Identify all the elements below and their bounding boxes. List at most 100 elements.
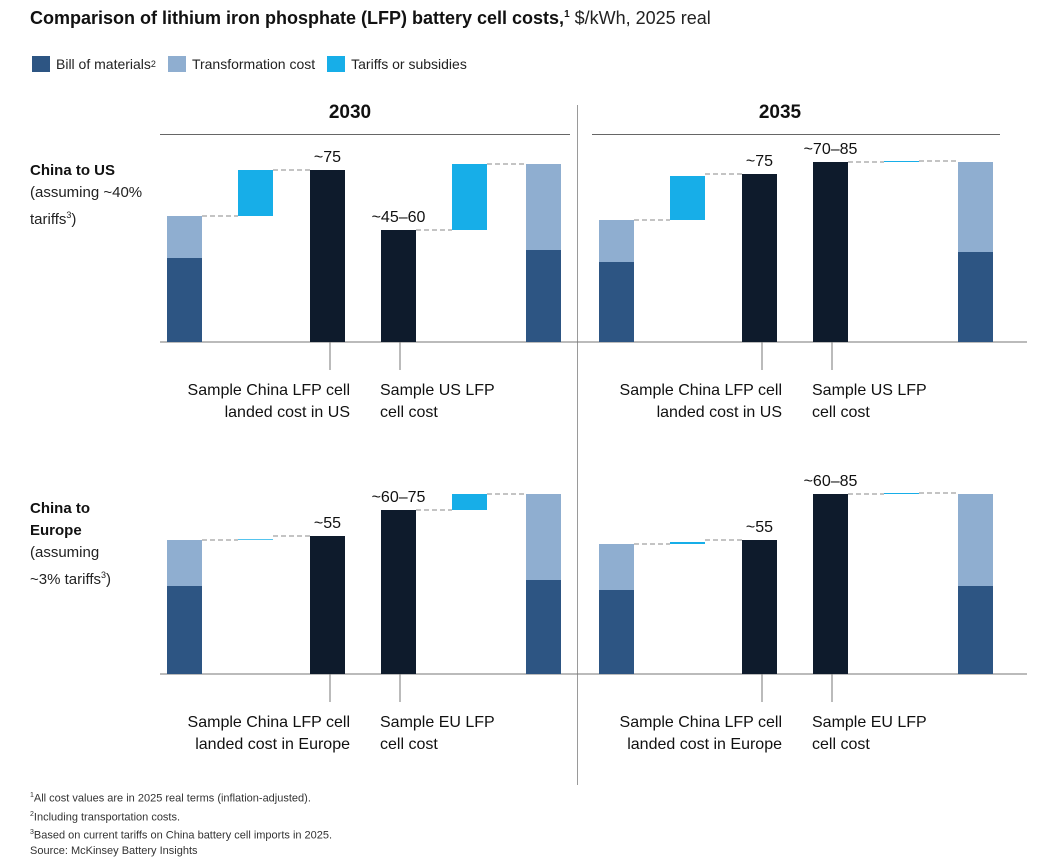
source-note: Source: McKinsey Battery Insights bbox=[30, 844, 198, 857]
bar-china-bom bbox=[167, 258, 202, 342]
footnote-2: 2Including transportation costs. bbox=[30, 810, 181, 824]
category-label-line: Sample China LFP cell bbox=[619, 714, 782, 731]
bar-local-tariff bbox=[452, 164, 487, 230]
legend-item-bom: Bill of materials 2 bbox=[32, 56, 156, 72]
row-note-sup-us: 3 bbox=[66, 210, 72, 220]
category-label-local: Sample EU LFP cell cost bbox=[380, 712, 580, 756]
panel-2035-europe: ~55 ~60–85 Sample China LFP cell landed co… bbox=[592, 473, 1032, 756]
footnotes: 1All cost values are in 2025 real terms … bbox=[30, 788, 332, 859]
category-label-line: landed cost in US bbox=[224, 404, 350, 421]
chart-title: Comparison of lithium iron phosphate (LF… bbox=[30, 8, 711, 29]
row-heading-europe: China to Europe bbox=[30, 500, 90, 539]
bar-local-tariff bbox=[452, 494, 487, 510]
legend-swatch-tariffs bbox=[327, 56, 346, 72]
bar-china-total bbox=[310, 170, 345, 342]
legend-label-tariffs: Tariffs or subsidies bbox=[351, 56, 467, 72]
legend-item-tariffs: Tariffs or subsidies bbox=[327, 56, 467, 72]
category-label-local: Sample US LFP cell cost bbox=[812, 380, 1012, 424]
waterfall-chart-2030-europe: ~55 ~60–75 bbox=[160, 489, 595, 702]
row-note-us: (assuming ~40% tariffs bbox=[30, 184, 143, 228]
label-local-start: ~70–85 bbox=[804, 141, 858, 158]
bar-china-total bbox=[742, 174, 777, 342]
panel-2035-us: ~75 ~70–85 Sample China LFP cell landed co… bbox=[592, 141, 1032, 424]
footnote-3: 3Based on current tariffs on China batte… bbox=[30, 829, 333, 842]
row-heading-us: China to US bbox=[30, 162, 115, 179]
bar-china-tariff bbox=[670, 542, 705, 544]
category-label-china: Sample China LFP cell landed cost in Euro… bbox=[592, 712, 782, 756]
bar-china-bom bbox=[167, 586, 202, 674]
category-label-china: Sample China LFP cell landed cost in US bbox=[592, 380, 782, 424]
bar-china-bom bbox=[599, 590, 634, 674]
bar-china-transformation bbox=[599, 220, 634, 262]
title-sup: 1 bbox=[564, 9, 570, 20]
bar-local-start bbox=[381, 230, 416, 342]
legend: Bill of materials 2 Transformation cost T… bbox=[32, 56, 479, 72]
bar-local-transformation bbox=[958, 162, 993, 252]
legend-item-transformation: Transformation cost bbox=[167, 56, 316, 72]
legend-swatch-transformation bbox=[167, 56, 186, 72]
panel-2030-europe: ~55 ~60–75 Sample China LFP cell landed co… bbox=[160, 482, 600, 754]
title-main: Comparison of lithium iron phosphate (LF… bbox=[30, 8, 565, 28]
category-label-line: landed cost in Europe bbox=[195, 736, 350, 753]
category-label-line: Sample EU LFP bbox=[812, 714, 927, 731]
category-label-line: cell cost bbox=[380, 736, 438, 753]
bar-local-start bbox=[813, 494, 848, 674]
category-label-line: Sample US LFP bbox=[812, 382, 927, 399]
bar-local-transformation bbox=[958, 494, 993, 586]
category-label-line: cell cost bbox=[380, 404, 438, 421]
category-label-local: Sample EU LFP cell cost bbox=[812, 712, 1012, 756]
row-note-europe: (assuming ~3% tariffs bbox=[30, 544, 102, 588]
label-china-total: ~75 bbox=[746, 153, 773, 170]
column-rule-2035 bbox=[592, 134, 1000, 135]
label-local-start: ~60–85 bbox=[804, 473, 858, 490]
legend-label-transformation: Transformation cost bbox=[191, 56, 316, 72]
category-label-line: Sample EU LFP bbox=[380, 714, 495, 731]
title-subtitle: $/kWh, 2025 real bbox=[574, 8, 711, 28]
waterfall-chart-2035-us: ~75 ~70–85 bbox=[592, 141, 1027, 370]
bar-local-tariff bbox=[884, 493, 919, 494]
category-label-line: cell cost bbox=[812, 404, 870, 421]
bar-china-transformation bbox=[167, 216, 202, 258]
bar-china-total bbox=[742, 540, 777, 674]
category-label-line: landed cost in Europe bbox=[627, 736, 782, 753]
label-local-start: ~60–75 bbox=[372, 489, 426, 506]
bar-china-tariff bbox=[238, 170, 273, 216]
bar-local-tariff bbox=[884, 161, 919, 162]
bar-local-bom bbox=[958, 586, 993, 674]
category-label-line: Sample China LFP cell bbox=[619, 382, 782, 399]
column-rule-2030 bbox=[160, 134, 570, 135]
bar-local-bom bbox=[526, 580, 561, 674]
bar-china-transformation bbox=[599, 544, 634, 590]
label-china-total: ~55 bbox=[314, 515, 341, 532]
category-label-line: Sample US LFP bbox=[380, 382, 495, 399]
bar-china-tariff bbox=[670, 176, 705, 220]
label-china-total: ~75 bbox=[314, 149, 341, 166]
column-header-2035: 2035 bbox=[758, 102, 802, 123]
label-china-total: ~55 bbox=[746, 519, 773, 536]
bar-local-bom bbox=[526, 250, 561, 342]
category-label-line: Sample China LFP cell bbox=[187, 714, 350, 731]
bar-local-transformation bbox=[526, 494, 561, 580]
category-label-line: Sample China LFP cell bbox=[187, 382, 350, 399]
bar-china-bom bbox=[599, 262, 634, 342]
column-header-2030: 2030 bbox=[328, 102, 372, 123]
row-label-us: China to US (assuming ~40% tariffs3) bbox=[30, 162, 143, 228]
category-label-local: Sample US LFP cell cost bbox=[380, 380, 580, 424]
bar-local-bom bbox=[958, 252, 993, 342]
legend-label-bom: Bill of materials bbox=[56, 56, 151, 72]
waterfall-chart-2030-us: ~75 ~45–60 bbox=[160, 149, 595, 370]
row-note-sup-europe: 3 bbox=[101, 570, 107, 580]
bar-china-tariff bbox=[238, 539, 273, 540]
footnote-1: 1All cost values are in 2025 real terms … bbox=[30, 792, 311, 805]
legend-sup-bom: 2 bbox=[150, 59, 156, 69]
category-label-line: landed cost in US bbox=[656, 404, 782, 421]
bar-china-transformation bbox=[167, 540, 202, 586]
legend-swatch-bom bbox=[32, 56, 50, 72]
label-local-start: ~45–60 bbox=[372, 209, 426, 226]
row-label-europe: China to Europe (assuming ~3% tariffs3) bbox=[30, 500, 112, 588]
category-label-china: Sample China LFP cell landed cost in Euro… bbox=[160, 712, 350, 756]
column-divider bbox=[577, 105, 578, 785]
panel-2030-us: ~75 ~45–60 Sample China LFP cell landed co… bbox=[160, 149, 600, 424]
waterfall-chart-2035-europe: ~55 ~60–85 bbox=[592, 473, 1027, 702]
bar-local-start bbox=[381, 510, 416, 674]
